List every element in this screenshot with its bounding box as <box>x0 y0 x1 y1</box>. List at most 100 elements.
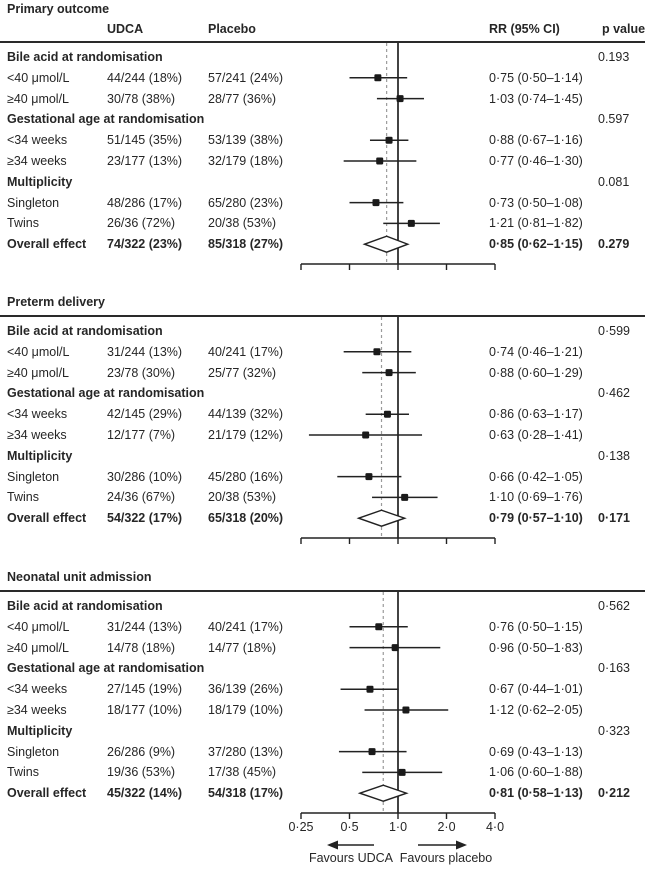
row-label: ≥40 μmol/L <box>7 365 70 380</box>
row-label: Twins <box>7 765 39 780</box>
axis-tick-label: 4·0 <box>485 820 505 834</box>
placebo-value: 40/241 (17%) <box>208 344 284 359</box>
udca-value: 26/36 (72%) <box>107 216 176 231</box>
row-label: Multiplicity <box>7 723 73 738</box>
p-value: 0·171 <box>598 511 630 526</box>
rr-ci-value: 1·10 (0·69–1·76) <box>489 490 583 505</box>
placebo-value: 53/139 (38%) <box>208 133 284 148</box>
row-label: <40 μmol/L <box>7 344 70 359</box>
point-estimate-marker <box>407 219 415 227</box>
column-header-p: p value <box>602 22 645 36</box>
point-estimate-marker <box>372 199 380 207</box>
row-label: Twins <box>7 490 39 505</box>
udca-value: 26/286 (9%) <box>107 744 176 759</box>
placebo-value: 17/38 (45%) <box>208 765 277 780</box>
placebo-value: 37/280 (13%) <box>208 744 284 759</box>
point-estimate-marker <box>398 768 406 776</box>
row-label: Twins <box>7 216 39 231</box>
axis-tick-label: 0·25 <box>288 820 314 834</box>
p-value: 0·138 <box>598 448 630 463</box>
udca-value: 12/177 (7%) <box>107 428 176 442</box>
placebo-value: 85/318 (27%) <box>208 237 284 252</box>
row-label: Overall effect <box>7 786 87 801</box>
favours-udca-label: Favours UDCA <box>308 851 394 865</box>
point-estimate-marker <box>373 348 381 356</box>
point-estimate-marker <box>385 369 393 377</box>
row-label: <40 μmol/L <box>7 619 70 634</box>
udca-value: 44/244 (18%) <box>107 70 183 85</box>
column-header-placebo: Placebo <box>208 22 256 36</box>
row-label: Overall effect <box>7 237 87 252</box>
udca-value: 23/177 (13%) <box>107 154 183 168</box>
p-value: 0.597 <box>598 112 630 127</box>
placebo-value: 21/179 (12%) <box>208 428 284 442</box>
row-label: Singleton <box>7 744 60 759</box>
placebo-value: 65/280 (23%) <box>208 195 284 210</box>
rr-ci-value: 0·74 (0·46–1·21) <box>489 344 583 359</box>
rr-ci-value: 1·03 (0·74–1·45) <box>489 91 583 106</box>
rr-ci-value: 1·21 (0·81–1·82) <box>489 216 583 231</box>
udca-value: 74/322 (23%) <box>107 237 183 252</box>
panel-top-rule <box>0 590 645 592</box>
panel-top-rule <box>0 41 645 43</box>
placebo-value: 45/280 (16%) <box>208 469 284 484</box>
point-estimate-marker <box>391 644 399 652</box>
row-label: Bile acid at randomisation <box>7 324 163 338</box>
placebo-value: 18/179 (10%) <box>208 703 284 717</box>
rr-ci-value: 0·86 (0·63–1·17) <box>489 407 583 422</box>
p-value: 0·212 <box>598 786 630 801</box>
panel-title: Neonatal unit admission <box>7 570 152 584</box>
udca-value: 48/286 (17%) <box>107 195 183 210</box>
p-value: 0·323 <box>598 723 630 738</box>
row-label: Gestational age at randomisation <box>7 112 205 127</box>
row-label: ≥34 weeks <box>7 703 67 717</box>
placebo-value: 20/38 (53%) <box>208 216 277 231</box>
p-value: 0·562 <box>598 599 630 613</box>
udca-value: 24/36 (67%) <box>107 490 176 505</box>
axis-tick-label: 0·5 <box>340 820 359 834</box>
placebo-value: 57/241 (24%) <box>208 70 284 85</box>
row-label: Bile acid at randomisation <box>7 599 163 613</box>
favours-placebo-label: Favours placebo <box>399 851 493 865</box>
rr-ci-value: 0·79 (0·57–1·10) <box>489 511 583 526</box>
udca-value: 23/78 (30%) <box>107 365 176 380</box>
rr-ci-value: 0·67 (0·44–1·01) <box>489 682 583 697</box>
p-value: 0·462 <box>598 386 630 401</box>
row-label: Gestational age at randomisation <box>7 386 205 401</box>
placebo-value: 32/179 (18%) <box>208 154 284 168</box>
placebo-value: 65/318 (20%) <box>208 511 284 526</box>
point-estimate-marker <box>368 748 376 756</box>
rr-ci-value: 0·85 (0·62–1·15) <box>489 237 583 252</box>
forest-plot-panel-graphics <box>300 317 496 544</box>
row-label: Gestational age at randomisation <box>7 661 205 676</box>
favours-placebo-arrowhead <box>456 840 467 850</box>
rr-ci-value: 0·81 (0·58–1·13) <box>489 786 583 801</box>
udca-value: 31/244 (13%) <box>107 344 183 359</box>
p-value: 0·163 <box>598 661 630 676</box>
rr-ci-value: 1·12 (0·62–2·05) <box>489 703 583 717</box>
point-estimate-marker <box>376 157 384 165</box>
placebo-value: 25/77 (32%) <box>208 365 277 380</box>
row-label: <34 weeks <box>7 133 68 148</box>
panel-top-rule <box>0 315 645 317</box>
point-estimate-marker <box>375 623 383 631</box>
placebo-value: 44/139 (32%) <box>208 407 284 422</box>
rr-ci-value: 0·66 (0·42–1·05) <box>489 469 583 484</box>
point-estimate-marker <box>385 136 393 144</box>
row-label: Singleton <box>7 195 60 210</box>
axis-tick-label: 1·0 <box>388 820 408 834</box>
overall-diamond <box>362 235 410 253</box>
panel-title: Preterm delivery <box>7 295 105 309</box>
udca-value: 27/145 (19%) <box>107 682 183 697</box>
point-estimate-marker <box>362 431 370 439</box>
udca-value: 54/322 (17%) <box>107 511 183 526</box>
placebo-value: 36/139 (26%) <box>208 682 284 697</box>
udca-value: 51/145 (35%) <box>107 133 183 148</box>
rr-ci-value: 0·88 (0·67–1·16) <box>489 133 583 148</box>
udca-value: 42/145 (29%) <box>107 407 183 422</box>
udca-value: 18/177 (10%) <box>107 703 183 717</box>
placebo-value: 54/318 (17%) <box>208 786 284 801</box>
rr-ci-value: 0·76 (0·50–1·15) <box>489 619 583 634</box>
point-estimate-marker <box>396 95 404 103</box>
